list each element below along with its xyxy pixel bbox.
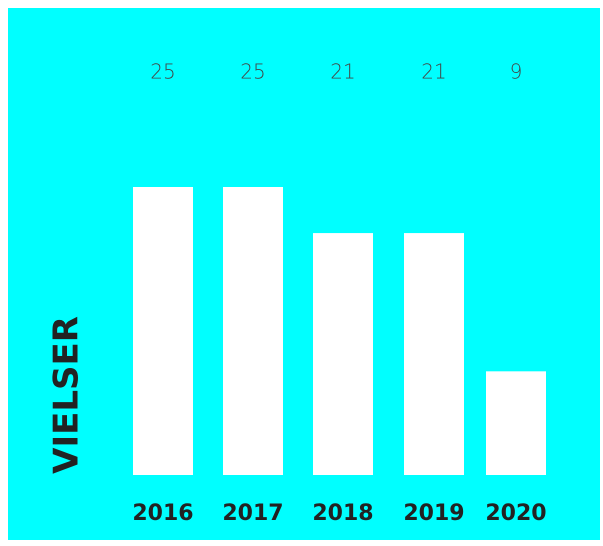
value-label: 21 [330, 60, 355, 84]
bar [313, 233, 373, 475]
x-tick-label: 2017 [222, 501, 283, 526]
bar [133, 187, 193, 475]
x-tick-label: 2020 [485, 501, 546, 526]
x-tick-label: 2019 [403, 501, 464, 526]
value-label: 9 [510, 60, 523, 84]
value-label: 21 [421, 60, 446, 84]
bar [404, 233, 464, 475]
bar [486, 371, 546, 475]
x-tick-label: 2016 [132, 501, 193, 526]
y-axis-label: VIELSER [47, 316, 87, 474]
value-label: 25 [150, 60, 175, 84]
value-label: 25 [240, 60, 265, 84]
x-tick-label: 2018 [312, 501, 373, 526]
bar [223, 187, 283, 475]
